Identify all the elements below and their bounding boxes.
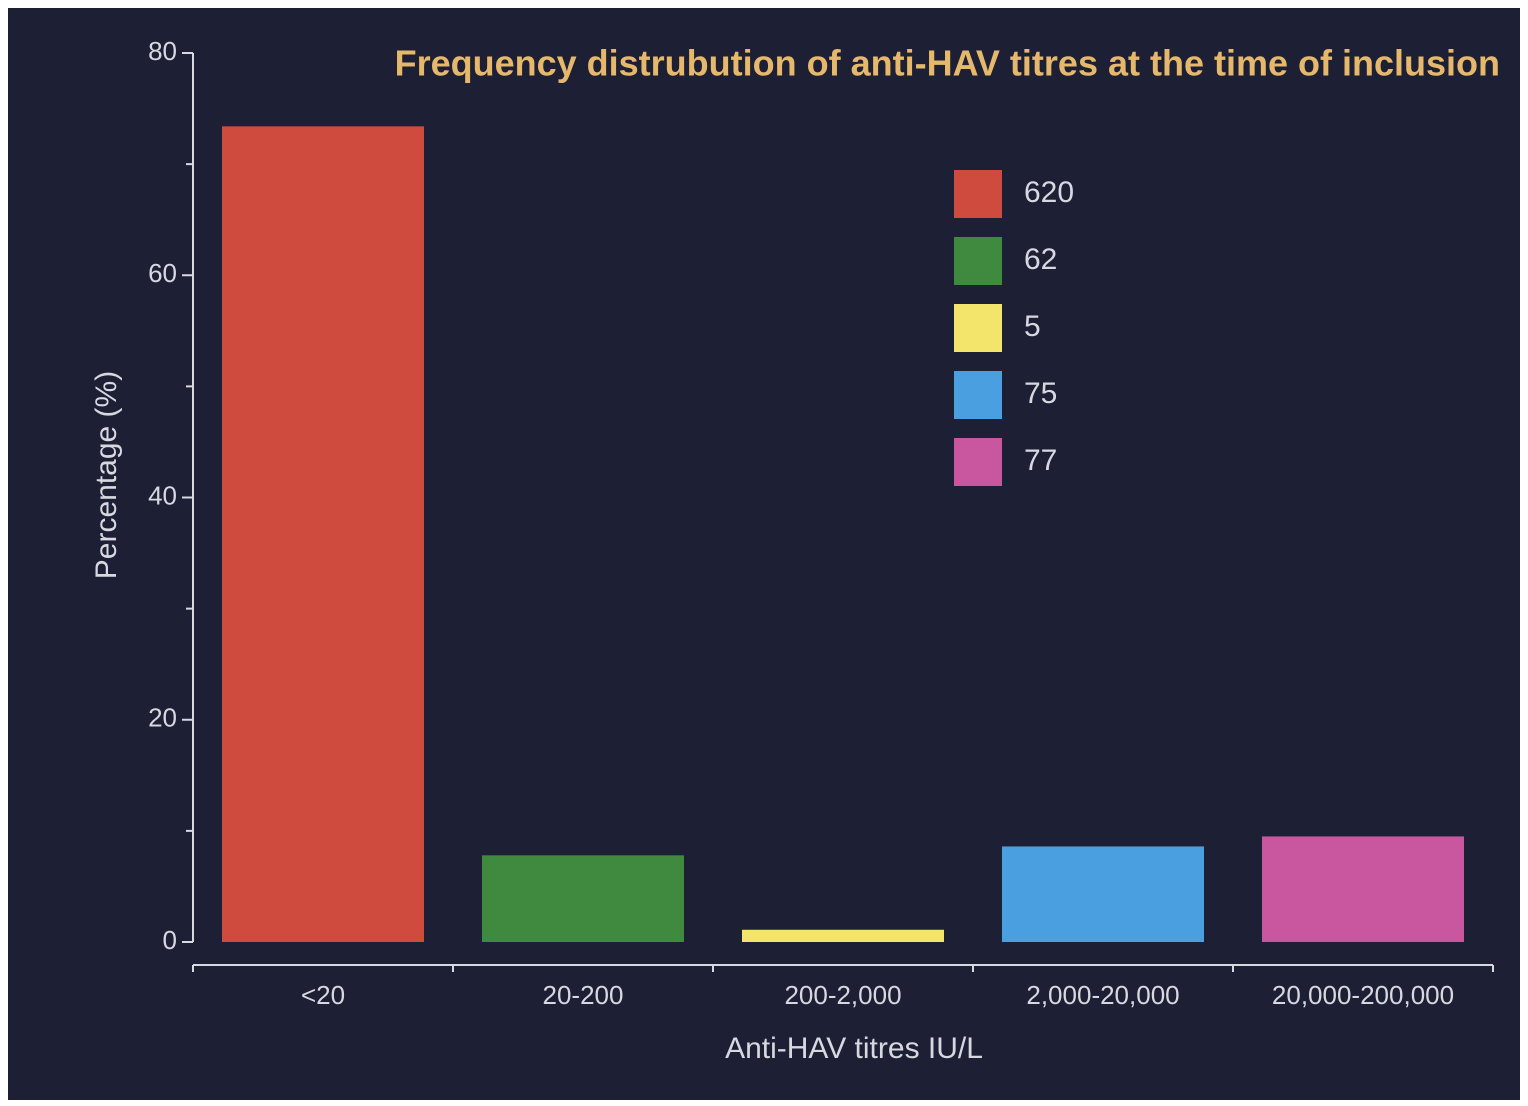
- x-tick-label: 2,000-20,000: [1026, 980, 1179, 1010]
- legend-label: 62: [1024, 243, 1057, 276]
- legend-label: 75: [1024, 377, 1057, 410]
- bar: [482, 855, 684, 942]
- x-tick-label: 20,000-200,000: [1272, 980, 1454, 1010]
- bar: [1262, 836, 1464, 942]
- legend-swatch: [954, 170, 1002, 218]
- bar: [742, 929, 944, 942]
- legend-label: 620: [1024, 176, 1074, 209]
- bar: [1002, 846, 1204, 942]
- y-tick-label: 20: [148, 703, 177, 733]
- chart-title: Frequency distrubution of anti-HAV titre…: [395, 43, 1500, 84]
- x-tick-label: 200-2,000: [784, 980, 901, 1010]
- x-axis-title: Anti-HAV titres IU/L: [725, 1032, 983, 1065]
- y-axis-title: Percentage (%): [90, 371, 123, 579]
- legend-swatch: [954, 237, 1002, 285]
- legend-label: 5: [1024, 310, 1041, 343]
- legend-swatch: [954, 304, 1002, 352]
- bar: [222, 126, 424, 942]
- y-tick-label: 80: [148, 36, 177, 66]
- legend-swatch: [954, 371, 1002, 419]
- y-tick-label: 60: [148, 258, 177, 288]
- legend-swatch: [954, 438, 1002, 486]
- x-tick-label: <20: [301, 980, 345, 1010]
- y-tick-label: 0: [163, 925, 177, 955]
- legend-label: 77: [1024, 444, 1057, 477]
- x-tick-label: 20-200: [543, 980, 624, 1010]
- y-tick-label: 40: [148, 480, 177, 510]
